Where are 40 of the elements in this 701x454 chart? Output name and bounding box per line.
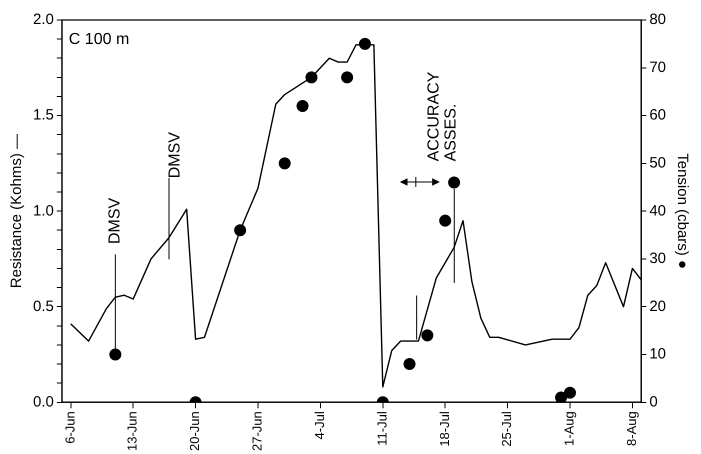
y2-tick-label: 10 (649, 346, 666, 363)
y2-tick-label: 80 (649, 11, 666, 28)
x-tick-label: 8-Aug (624, 411, 639, 446)
x-tick-label: 25-Jul (499, 411, 514, 447)
x-tick-label: 6-Jun (62, 411, 78, 444)
x-tick-label: 13-Jun (124, 411, 140, 451)
y2-tick-label: 0 (649, 393, 658, 410)
x-tick-label: 18-Jul (436, 411, 452, 447)
y2-tick-label: 60 (649, 106, 666, 124)
point (564, 386, 576, 399)
point (439, 214, 452, 227)
annotation: DMSV (106, 197, 124, 244)
annotation: DMSV (166, 132, 184, 178)
point (109, 348, 122, 360)
y2-tick-label: 20 (649, 298, 666, 315)
x-tick-label: 20-Jun (187, 411, 202, 451)
y-axis-title: Resistance (Kohms) — (8, 134, 26, 288)
point (296, 100, 309, 112)
y-tick-label: 0.0 (32, 393, 54, 410)
y2-tick-label: 30 (649, 250, 666, 268)
y-tick-label: 1.5 (32, 106, 54, 124)
point (341, 71, 354, 84)
annotation: C 100 m (68, 30, 130, 48)
x-tick-label: 11-Jul (374, 411, 390, 446)
point (448, 176, 460, 188)
y-tick-label: 0.5 (32, 298, 54, 315)
point (555, 391, 568, 402)
y2-tick-label: 50 (649, 154, 666, 172)
y2-tick-label: 40 (649, 202, 666, 220)
point (404, 358, 416, 370)
annotation: ACCURACY ASSES. (425, 71, 460, 162)
x-tick-label: 27-Jun (250, 411, 265, 451)
point (421, 329, 434, 342)
x-tick-label: 4-Jul (312, 411, 327, 440)
point (278, 157, 291, 170)
y-tick-label: 2.0 (32, 11, 54, 28)
x-tick-label: 1-Aug (562, 411, 577, 446)
y2-tick-label: 70 (649, 58, 666, 76)
y-tick-label: 1.0 (32, 202, 54, 220)
y2-axis-title: Tension (cbars) ● (674, 153, 691, 270)
